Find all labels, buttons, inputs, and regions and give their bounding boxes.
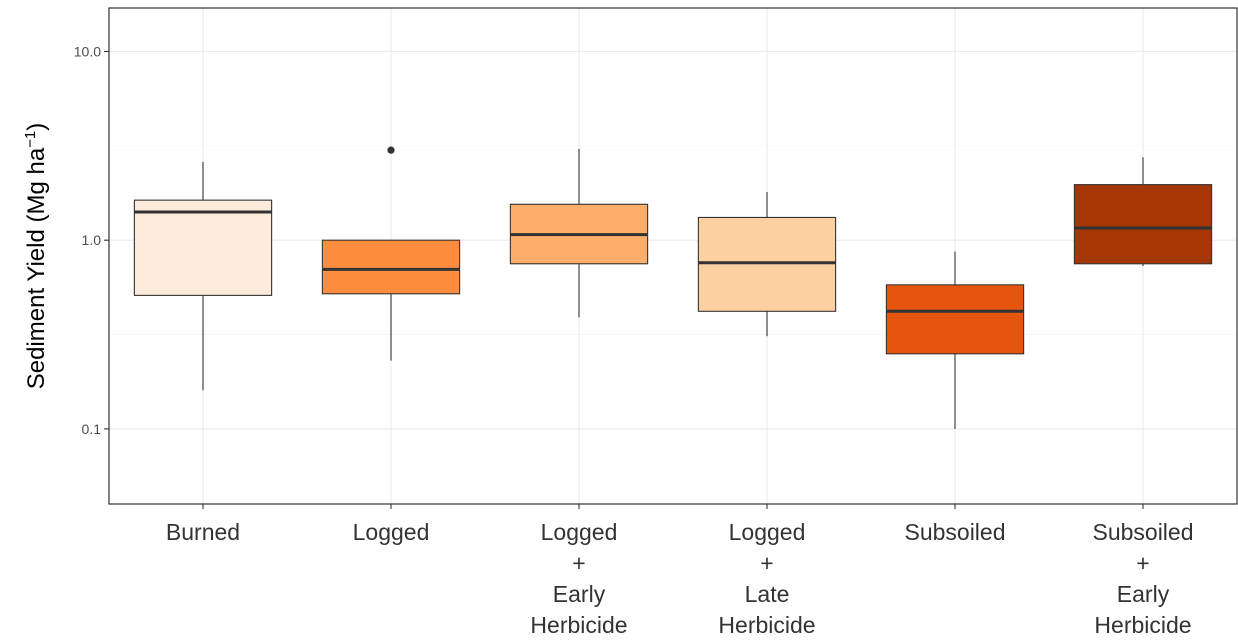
x-tick-label-line: Subsoiled bbox=[904, 519, 1005, 545]
y-axis-title-main: Sediment Yield (Mg ha bbox=[23, 147, 50, 389]
x-tick-label-line: Logged bbox=[729, 519, 806, 545]
x-tick-label: Logged bbox=[353, 519, 430, 545]
x-tick-label-line: + bbox=[1136, 550, 1149, 576]
box-group bbox=[321, 146, 461, 361]
x-tick-label: Subsoiled bbox=[904, 519, 1005, 545]
x-tick-label-line: Subsoiled bbox=[1092, 519, 1193, 545]
box-layer bbox=[133, 146, 1213, 429]
x-tick-label: Logged + Late Herbicide bbox=[718, 519, 815, 638]
box bbox=[885, 284, 1025, 355]
x-tick-label: Burned bbox=[166, 519, 240, 545]
x-tick-label-line: Herbicide bbox=[1094, 612, 1191, 638]
box-group bbox=[133, 161, 273, 391]
y-tick-label: 0.1 bbox=[82, 421, 102, 437]
x-tick-label-line: Early bbox=[553, 581, 606, 607]
x-tick-label-line: Logged bbox=[353, 519, 430, 545]
x-tick-label-line: + bbox=[572, 550, 585, 576]
y-axis-title-superscript: −1 bbox=[22, 131, 39, 148]
box-group bbox=[509, 148, 649, 318]
box bbox=[321, 239, 461, 295]
x-tick-label-line: Herbicide bbox=[530, 612, 627, 638]
outlier-point bbox=[387, 146, 395, 154]
grid-layer bbox=[109, 8, 1237, 504]
x-tick-label-line: + bbox=[760, 550, 773, 576]
panel-border bbox=[108, 7, 1238, 505]
y-axis-title-close: ) bbox=[23, 123, 50, 131]
box-group bbox=[1073, 157, 1213, 266]
y-tick-label: 1.0 bbox=[82, 232, 102, 248]
box bbox=[133, 199, 273, 296]
x-tick-label-line: Herbicide bbox=[718, 612, 815, 638]
axis-layer: 0.1 1.0 10.0 Burned Logged Logged + Early Herbic… bbox=[74, 43, 1194, 638]
y-tick-label: 10.0 bbox=[74, 43, 101, 59]
box-group bbox=[697, 192, 837, 337]
box bbox=[697, 216, 837, 312]
x-tick-label: Logged + Early Herbicide bbox=[530, 519, 627, 638]
box bbox=[1073, 184, 1213, 265]
x-tick-label-line: Burned bbox=[166, 519, 240, 545]
x-tick-label-line: Logged bbox=[541, 519, 618, 545]
x-tick-label-line: Early bbox=[1117, 581, 1170, 607]
x-tick-label-line: Late bbox=[745, 581, 790, 607]
box-group bbox=[885, 251, 1025, 429]
y-axis-title: Sediment Yield (Mg ha−1) bbox=[22, 123, 50, 390]
x-tick-label: Subsoiled + Early Herbicide bbox=[1092, 519, 1193, 638]
